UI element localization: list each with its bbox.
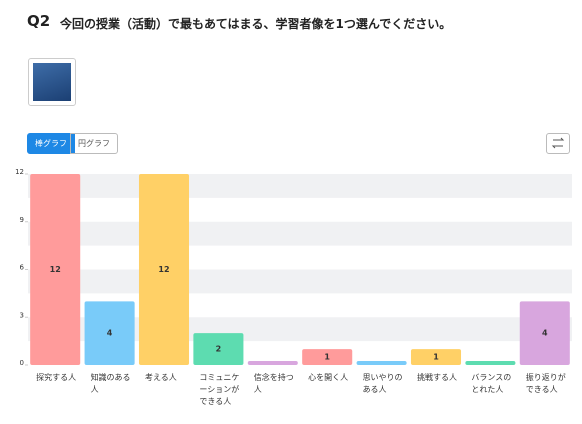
- bar: [138, 174, 190, 365]
- bar-value-label: 12: [50, 265, 61, 274]
- y-tick-label: 6: [20, 264, 25, 272]
- bar: [519, 301, 570, 365]
- y-tick-label: 0: [20, 359, 24, 367]
- y-tick-label: 12: [15, 168, 24, 176]
- thumbnail-image: [33, 63, 71, 101]
- bar-value-label: 2: [216, 345, 222, 354]
- question-number: Q2: [27, 12, 51, 30]
- bar-value-label: 4: [542, 329, 548, 338]
- bar: [465, 361, 516, 365]
- bar: [410, 349, 462, 365]
- swap-icon: [551, 137, 565, 149]
- x-tick-label: 振り返りができる人: [525, 373, 566, 394]
- x-tick-label: バランスのとれた人: [471, 373, 512, 394]
- x-tick-label: コミュニケーションができる人: [199, 373, 240, 406]
- x-tick-label: 思いやりのある人: [362, 373, 403, 394]
- grid-stripe: [28, 174, 572, 198]
- question-title: 今回の授業（活動）で最もあてはまる、学習者像を1つ選んでください。: [60, 17, 452, 31]
- pie-toggle[interactable]: 円グラフ: [70, 133, 118, 154]
- bar-value-label: 1: [324, 353, 330, 362]
- thumbnail[interactable]: [28, 58, 76, 106]
- x-tick-label: 心を開く人: [308, 373, 349, 382]
- bar: [84, 301, 135, 365]
- grid-stripe: [28, 269, 572, 294]
- grid-stripe: [28, 317, 572, 342]
- x-tick-label: 考える人: [144, 373, 177, 382]
- bar-value-label: 12: [158, 265, 169, 274]
- y-tick-label: 3: [20, 311, 24, 319]
- swap-button[interactable]: [546, 133, 570, 154]
- x-tick-label: 信念を持つ人: [253, 373, 294, 394]
- x-tick-label: 挑戦する人: [416, 373, 457, 382]
- bar: [302, 349, 353, 365]
- bar: [30, 174, 81, 365]
- grid-stripe: [28, 221, 572, 246]
- bar: [193, 333, 244, 365]
- bar: [247, 361, 298, 365]
- bar-toggle[interactable]: 棒グラフ: [27, 133, 75, 154]
- bar-value-label: 4: [107, 329, 113, 338]
- bar-value-label: 1: [433, 353, 439, 362]
- x-tick-label: 知識のある人: [90, 373, 131, 394]
- y-tick-label: 9: [20, 216, 24, 224]
- x-tick-label: 探究する人: [36, 373, 77, 382]
- bar: [356, 361, 407, 365]
